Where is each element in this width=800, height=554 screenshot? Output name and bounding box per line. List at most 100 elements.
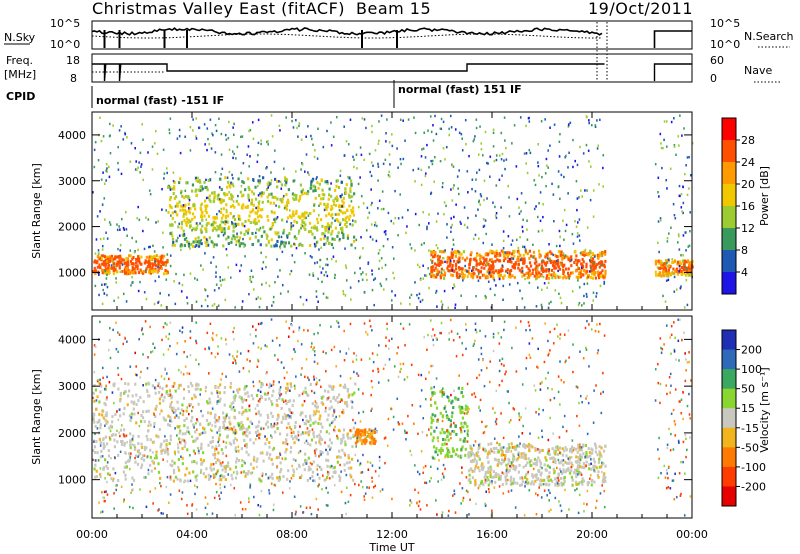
- heatmap-cell: [552, 432, 555, 435]
- heatmap-cell: [117, 296, 120, 299]
- heatmap-cell: [232, 200, 235, 203]
- heatmap-cell: [292, 126, 295, 129]
- heatmap-cell: [222, 420, 225, 424]
- heatmap-cell: [539, 465, 542, 469]
- heatmap-cell: [230, 240, 233, 244]
- heatmap-cell: [433, 262, 436, 266]
- freq-label-line2: [MHz]: [4, 68, 36, 81]
- heatmap-cell: [240, 421, 243, 425]
- heatmap-cell: [218, 428, 221, 432]
- heatmap-cell: [187, 196, 191, 200]
- heatmap-cell: [109, 424, 112, 428]
- heatmap-cell: [200, 462, 203, 466]
- heatmap-cell: [579, 251, 582, 255]
- heatmap-cell: [178, 234, 181, 237]
- heatmap-cell: [325, 296, 328, 299]
- heatmap-cell: [152, 270, 155, 274]
- heatmap-cell: [465, 142, 467, 146]
- heatmap-cell: [165, 209, 168, 212]
- heatmap-cell: [206, 238, 208, 241]
- heatmap-cell: [309, 211, 312, 215]
- heatmap-cell: [257, 194, 260, 197]
- heatmap-cell: [203, 199, 207, 203]
- heatmap-cell: [316, 228, 319, 232]
- heatmap-cell: [101, 271, 105, 275]
- heatmap-cell: [587, 253, 590, 257]
- heatmap-cell: [557, 448, 560, 452]
- heatmap-cell: [168, 424, 172, 428]
- heatmap-cell: [222, 221, 225, 224]
- heatmap-cell: [493, 251, 496, 255]
- heatmap-cell: [182, 229, 185, 233]
- heatmap-cell: [337, 212, 340, 216]
- heatmap-cell: [339, 455, 342, 459]
- heatmap-cell: [255, 297, 258, 301]
- heatmap-cell: [181, 432, 184, 436]
- heatmap-cell: [343, 463, 346, 467]
- heatmap-cell: [547, 149, 550, 152]
- heatmap-cell: [235, 457, 238, 461]
- heatmap-cell: [125, 210, 127, 214]
- heatmap-cell: [214, 418, 218, 422]
- heatmap-cell: [187, 202, 190, 206]
- heatmap-cell: [213, 196, 216, 200]
- heatmap-cell: [342, 201, 345, 205]
- heatmap-cell: [228, 183, 231, 187]
- heatmap-cell: [523, 152, 526, 155]
- heatmap-cell: [568, 456, 571, 460]
- heatmap-cell: [210, 391, 213, 395]
- heatmap-cell: [574, 159, 577, 163]
- heatmap-cell: [221, 167, 224, 171]
- heatmap-cell: [370, 223, 373, 226]
- heatmap-cell: [303, 328, 305, 332]
- heatmap-cell: [164, 449, 167, 453]
- heatmap-cell: [451, 263, 454, 267]
- heatmap-cell: [335, 115, 338, 119]
- heatmap-cell: [670, 120, 673, 124]
- heatmap-cell: [172, 192, 175, 196]
- heatmap-cell: [249, 278, 251, 282]
- heatmap-cell: [222, 416, 225, 420]
- heatmap-cell: [673, 259, 677, 263]
- heatmap-cell: [289, 382, 292, 386]
- heatmap-cell: [316, 221, 320, 225]
- heatmap-cell: [308, 230, 311, 234]
- heatmap-cell: [363, 158, 366, 162]
- heatmap-cell: [520, 452, 523, 456]
- heatmap-cell: [335, 260, 337, 263]
- heatmap-cell: [676, 260, 680, 264]
- heatmap-cell: [261, 192, 265, 196]
- heatmap-cell: [233, 398, 236, 402]
- heatmap-cell: [353, 165, 355, 169]
- heatmap-cell: [265, 452, 268, 456]
- heatmap-cell: [147, 151, 149, 154]
- heatmap-cell: [247, 177, 250, 181]
- heatmap-cell: [427, 222, 430, 225]
- heatmap-cell: [145, 382, 148, 386]
- heatmap-cell: [659, 217, 662, 220]
- heatmap-cell: [479, 270, 483, 274]
- heatmap-cell: [195, 135, 197, 138]
- heatmap-cell: [127, 458, 130, 462]
- heatmap-cell: [298, 216, 302, 220]
- heatmap-cell: [200, 204, 202, 207]
- heatmap-cell: [329, 241, 331, 245]
- heatmap-cell: [676, 269, 679, 273]
- heatmap-cell: [461, 137, 463, 140]
- heatmap-cell: [261, 451, 264, 455]
- heatmap-cell: [534, 183, 537, 187]
- heatmap-cell: [249, 438, 252, 442]
- heatmap-cell: [308, 465, 311, 469]
- heatmap-cell: [126, 403, 129, 407]
- heatmap-cell: [542, 203, 544, 206]
- heatmap-cell: [560, 471, 563, 475]
- heatmap-cell: [300, 474, 303, 477]
- heatmap-cell: [195, 244, 198, 248]
- heatmap-cell: [264, 397, 267, 401]
- heatmap-cell: [134, 460, 137, 464]
- heatmap-cell: [242, 162, 245, 165]
- heatmap-cell: [478, 168, 481, 172]
- heatmap-cell: [359, 432, 362, 436]
- heatmap-cell: [602, 275, 605, 279]
- heatmap-cell: [102, 288, 105, 292]
